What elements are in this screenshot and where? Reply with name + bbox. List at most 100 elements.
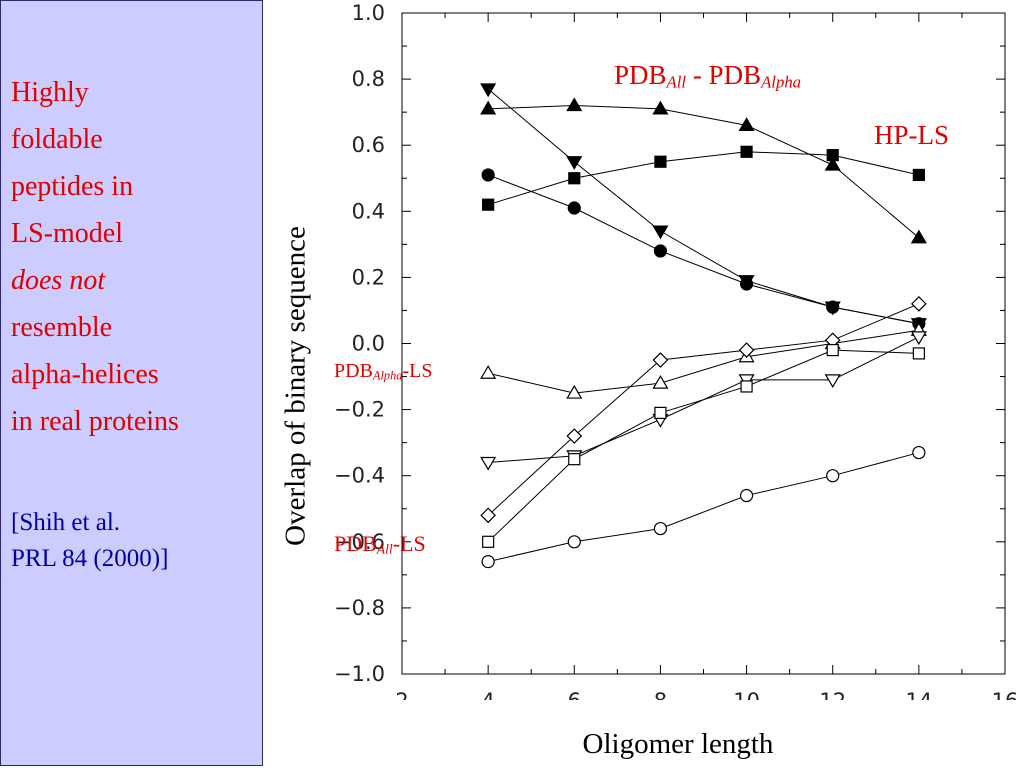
series-line xyxy=(487,151,919,206)
data-point-square-open xyxy=(482,535,495,548)
x-tick-label: 2 xyxy=(395,689,408,700)
summary-line-emphasis: does not xyxy=(11,265,106,296)
data-point-triangle-up-filled xyxy=(480,100,497,115)
series-line xyxy=(487,349,919,543)
data-point-circle-open xyxy=(912,445,926,460)
data-point-square-open xyxy=(568,453,581,466)
data-point-triangle-down-open xyxy=(910,331,927,346)
citation-line: PRL 84 (2000)] xyxy=(11,545,169,572)
y-tick-label: 0.6 xyxy=(352,133,385,157)
x-tick-label: 16 xyxy=(992,689,1019,700)
summary-line: alpha-helices xyxy=(11,359,159,390)
data-point-square-filled xyxy=(826,149,839,162)
data-point-triangle-up-filled xyxy=(910,229,927,244)
y-tick-label: 0.2 xyxy=(352,265,385,289)
data-point-circle-open xyxy=(481,555,495,569)
x-tick-label: 8 xyxy=(654,689,667,700)
x-tick-label: 6 xyxy=(568,689,581,700)
citation-line: [Shih et al. xyxy=(11,509,121,536)
data-point-square-filled xyxy=(482,198,495,211)
series-line xyxy=(487,303,920,516)
series-label-pdb-alpha-ls: PDBAlpha-LS xyxy=(334,360,433,383)
data-point-square-filled xyxy=(912,168,925,182)
series-square-filled xyxy=(482,145,925,211)
data-point-triangle-down-open xyxy=(824,374,841,389)
series-triangle-up-filled xyxy=(480,97,927,244)
data-point-circle-open xyxy=(739,488,754,503)
y-tick-label: 1.0 xyxy=(352,1,385,25)
series-diamond-open xyxy=(480,295,927,524)
data-point-circle-filled xyxy=(567,201,581,215)
x-tick-label: 10 xyxy=(733,689,760,700)
data-point-triangle-up-filled xyxy=(824,156,841,171)
x-tick-label: 4 xyxy=(481,689,494,700)
data-point-triangle-up-filled xyxy=(566,97,583,112)
summary-line: Highly xyxy=(11,77,89,108)
data-point-square-open xyxy=(826,344,839,357)
y-tick-label: 0.8 xyxy=(352,67,385,91)
summary-line: resemble xyxy=(11,312,113,343)
data-point-triangle-down-open xyxy=(480,456,497,471)
series-line xyxy=(488,329,919,394)
y-axis-label: Overlap of binary sequence xyxy=(279,226,312,546)
chart-axes: 2 4 6 8 10 12 14 16 1.0 0.8 0.6 0.4 0.2 0.0 −0.2 −0.4 −0… xyxy=(334,1,1018,700)
y-tick-label: −0.6 xyxy=(334,530,385,554)
y-tick-label: 0.0 xyxy=(352,332,385,356)
summary-line: foldable xyxy=(11,124,103,155)
series-label-pdb-all-minus-pdb-alpha: PDBAll - PDBAlpha xyxy=(614,60,802,92)
series-triangle-down-filled xyxy=(480,83,927,332)
data-point-triangle-up-open xyxy=(480,365,497,379)
series-line xyxy=(487,88,919,325)
summary-line: LS-model xyxy=(11,218,123,249)
series-circle-filled xyxy=(481,168,926,331)
data-point-circle-open xyxy=(653,521,668,536)
summary-line: peptides in xyxy=(11,171,134,202)
y-tick-label: −0.2 xyxy=(334,398,385,422)
chart-series xyxy=(480,83,927,569)
data-point-circle-filled xyxy=(481,168,495,182)
data-point-diamond-open xyxy=(738,342,755,358)
overlap-chart: 2 4 6 8 10 12 14 16 1.0 0.8 0.6 0.4 0.2 0.0 −0.2 −0.4 −0… xyxy=(334,1,1018,700)
data-point-diamond-open xyxy=(480,507,496,524)
data-point-square-open xyxy=(740,380,753,393)
series-label-hp-ls: HP-LS xyxy=(874,120,950,150)
series-triangle-up-open xyxy=(480,322,927,399)
data-point-square-filled xyxy=(740,145,753,158)
citation: [Shih et al. PRL 84 (2000)] xyxy=(11,505,259,577)
data-point-triangle-up-filled xyxy=(652,100,669,115)
summary-text: Highly foldable peptides in LS-model doe… xyxy=(11,69,259,445)
data-point-triangle-up-filled xyxy=(738,117,755,131)
series-line xyxy=(488,452,919,563)
x-tick-label: 12 xyxy=(819,689,846,700)
data-point-triangle-up-open xyxy=(566,384,583,399)
y-tick-label: −0.8 xyxy=(334,596,385,620)
y-tick-label: −1.0 xyxy=(334,662,385,686)
data-point-square-open xyxy=(654,406,667,420)
data-point-diamond-open xyxy=(911,295,927,312)
series-triangle-down-open xyxy=(480,331,927,471)
data-point-triangle-down-filled xyxy=(566,156,583,170)
x-tick-label: 14 xyxy=(905,689,932,700)
data-point-square-filled xyxy=(568,172,581,185)
data-point-circle-filled xyxy=(653,244,668,258)
data-point-triangle-down-filled xyxy=(652,225,669,240)
series-line xyxy=(487,174,919,325)
y-tick-label: 0.4 xyxy=(352,199,385,223)
series-square-open xyxy=(482,344,925,548)
data-point-circle-filled xyxy=(826,300,840,314)
data-point-circle-open xyxy=(826,469,840,483)
data-point-diamond-open xyxy=(566,428,583,444)
data-point-triangle-up-open xyxy=(652,374,669,389)
data-point-circle-filled xyxy=(739,277,754,291)
series-circle-open xyxy=(481,445,926,569)
x-axis-label: Oligomer length xyxy=(582,728,774,760)
data-point-square-open xyxy=(912,347,925,360)
y-tick-label: −0.4 xyxy=(334,464,385,488)
data-point-square-filled xyxy=(654,155,667,168)
series-label-pdb-all-ls: PDBAll-LS xyxy=(334,531,426,557)
data-point-circle-open xyxy=(567,535,581,549)
data-point-diamond-open xyxy=(652,352,669,368)
summary-line: in real proteins xyxy=(11,406,179,437)
side-panel: Highly foldable peptides in LS-model doe… xyxy=(0,0,263,766)
data-point-triangle-down-filled xyxy=(480,83,497,98)
